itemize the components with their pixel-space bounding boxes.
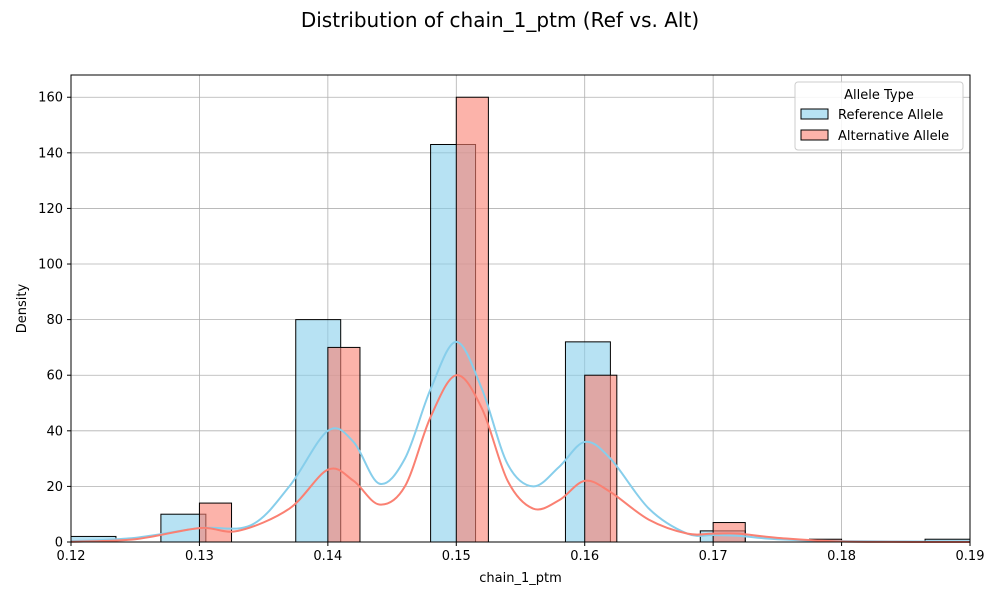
alt-bar-2 bbox=[455, 96, 489, 543]
axes-frame bbox=[70, 74, 971, 543]
x-tick-label: 0.19 bbox=[956, 549, 985, 564]
y-tick-label: 140 bbox=[38, 146, 63, 161]
x-tick-label: 0.16 bbox=[570, 549, 599, 564]
x-tick-label: 0.12 bbox=[57, 549, 86, 564]
y-tick-label: 80 bbox=[46, 313, 63, 328]
alt-bar-0 bbox=[198, 502, 233, 543]
x-tick-label: 0.13 bbox=[185, 549, 214, 564]
legend-title: Allele Type bbox=[844, 88, 914, 103]
x-axis-label: chain_1_ptm bbox=[479, 571, 562, 586]
alt-bar-3 bbox=[584, 374, 618, 543]
x-tick-label: 0.14 bbox=[313, 549, 342, 564]
x-tick-label: 0.18 bbox=[827, 549, 856, 564]
kde-curves bbox=[70, 340, 971, 543]
y-tick-label: 0 bbox=[55, 536, 63, 551]
y-axis-label: Density bbox=[15, 283, 30, 333]
ref-kde-line bbox=[70, 340, 971, 543]
y-tick-label: 20 bbox=[46, 480, 63, 495]
legend-swatch-alt bbox=[800, 129, 829, 141]
legend-box bbox=[794, 81, 964, 151]
y-tick-label: 100 bbox=[38, 258, 63, 273]
legend-label-alt: Alternative Allele bbox=[838, 129, 949, 144]
legend-label-ref: Reference Allele bbox=[838, 108, 943, 123]
x-tick-label: 0.17 bbox=[699, 549, 728, 564]
y-tick-label: 120 bbox=[38, 202, 63, 217]
x-tick-label: 0.15 bbox=[442, 549, 471, 564]
y-tick-label: 160 bbox=[38, 91, 63, 106]
chart-title: Distribution of chain_1_ptm (Ref vs. Alt… bbox=[300, 8, 700, 32]
legend-swatch-ref bbox=[800, 108, 829, 120]
y-tick-label: 40 bbox=[46, 424, 63, 439]
y-tick-label: 60 bbox=[46, 369, 63, 384]
histogram-bars bbox=[70, 96, 971, 543]
axis-ticks: 0.12 0.13 0.14 0.15 0.16 0.17 0.18 0.19 0 20 40 60 8… bbox=[38, 91, 984, 564]
legend: Allele Type Reference Allele Alternative … bbox=[794, 81, 964, 151]
alt-kde-line bbox=[70, 374, 971, 543]
alt-bar-4 bbox=[712, 522, 746, 543]
